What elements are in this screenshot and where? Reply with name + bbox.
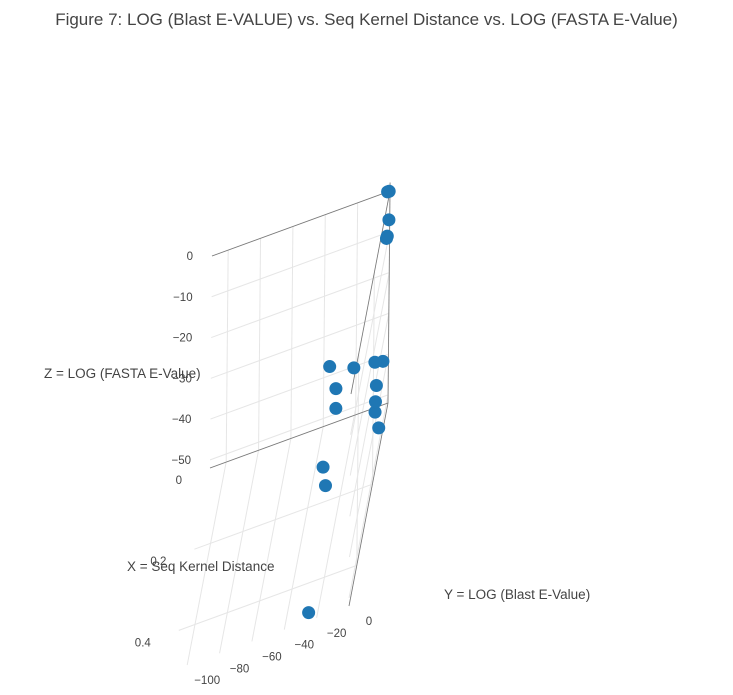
floor-gridline-y-4: [219, 450, 260, 654]
z-tick-label: −40: [172, 414, 192, 426]
backwall-gridline-z-3: [210, 312, 390, 379]
backwall-gridline-y-3: [290, 226, 294, 439]
y-tick-label: −60: [262, 651, 282, 663]
axis-edges: [209, 182, 391, 607]
backwall-gridline-z-4: [210, 353, 389, 420]
edge-top-side: [350, 190, 391, 395]
sidewall-gridline-z-2: [349, 272, 390, 476]
data-point[interactable]: [318, 479, 332, 493]
x-tick-label: 0: [176, 475, 182, 487]
z-tick-label: −10: [173, 292, 193, 304]
y-tick-label: −80: [230, 663, 250, 675]
z-tick-label: −50: [172, 455, 192, 467]
z-tick-label: −20: [173, 333, 193, 345]
data-points[interactable]: [302, 184, 396, 620]
y-tick-label: −100: [194, 675, 220, 687]
y-tick-label: −20: [327, 628, 347, 640]
data-point[interactable]: [329, 382, 343, 396]
backwall-gridline-y-5: [225, 250, 229, 463]
data-point[interactable]: [368, 405, 382, 419]
data-point[interactable]: [379, 231, 393, 245]
floor-gridline-y-2: [283, 426, 324, 630]
z-tick-label: 0: [187, 251, 193, 263]
floor-gridline-y-1: [316, 414, 357, 618]
sidewall-gridline-z-1: [350, 231, 391, 435]
floor-gridline-x-1: [194, 483, 373, 550]
data-point[interactable]: [302, 606, 316, 620]
x-tick-label: 0.2: [150, 556, 166, 568]
data-point[interactable]: [347, 361, 361, 375]
z-axis-title: Z = LOG (FASTA E-Value): [44, 366, 201, 381]
x-axis-title: X = Seq Kernel Distance: [127, 559, 274, 574]
y-tick-label: −40: [295, 640, 315, 652]
sidewall-gridline-x-2: [356, 353, 360, 566]
backwall-gridline-y-4: [258, 238, 262, 451]
y-tick-label: 0: [366, 616, 372, 628]
backwall-gridline-z-1: [211, 231, 390, 298]
edge-top-back: [211, 190, 391, 257]
sidewall-gridline-x-1: [371, 272, 375, 485]
grid-layer: [178, 190, 391, 666]
z-tick-label: −30: [172, 373, 192, 385]
floor-gridline-y-5: [186, 461, 227, 666]
backwall-gridline-z-5: [209, 394, 389, 461]
backwall-gridline-z-2: [211, 272, 390, 339]
floor-gridline-y-3: [251, 438, 292, 642]
backwall-gridline-y-1: [355, 202, 359, 415]
data-point[interactable]: [323, 360, 337, 374]
data-point[interactable]: [329, 401, 343, 415]
data-point[interactable]: [316, 460, 330, 474]
axis-titles: X = Seq Kernel Distance Y = LOG (Blast E…: [44, 366, 590, 602]
y-axis-title: Y = LOG (Blast E-Value): [444, 587, 590, 602]
edge-floor-side: [348, 402, 389, 607]
data-point[interactable]: [372, 421, 386, 435]
x-tick-label: 0.4: [135, 637, 152, 649]
data-point[interactable]: [382, 213, 396, 227]
edge-floor-back: [209, 402, 389, 469]
tick-labels: 0 −10 −20 −30 −40 −50 0 0.2 0.4 0 −20 −40 −60 −80 −100: [135, 251, 372, 687]
data-point[interactable]: [368, 395, 382, 409]
backwall-gridline-y-2: [322, 214, 326, 427]
chart-title: Figure 7: LOG (Blast E-VALUE) vs. Seq Ke…: [55, 10, 678, 29]
data-point[interactable]: [368, 355, 382, 369]
floor-gridline-x-2: [178, 564, 357, 631]
data-point[interactable]: [381, 185, 395, 199]
data-point[interactable]: [369, 378, 383, 392]
